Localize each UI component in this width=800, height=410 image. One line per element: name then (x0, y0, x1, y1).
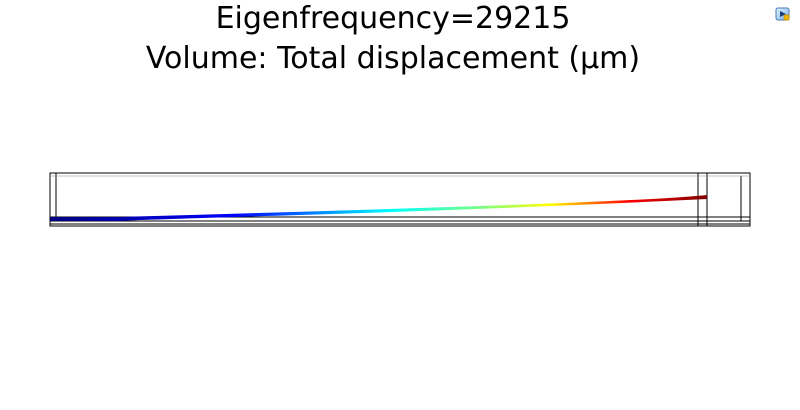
volume-expression-label: Volume: Total displacement (µm) (145, 41, 641, 76)
displacement-beam (50, 195, 707, 221)
plot-title: Eigenfrequency=29215 Volume: Total displ… (0, 0, 786, 79)
graphics-window-button[interactable] (775, 6, 791, 22)
eigenfrequency-label: Eigenfrequency=29215 (215, 1, 571, 36)
model-view (49, 172, 751, 227)
graphics-window-icon (775, 7, 790, 21)
graphics-canvas[interactable] (0, 100, 800, 410)
